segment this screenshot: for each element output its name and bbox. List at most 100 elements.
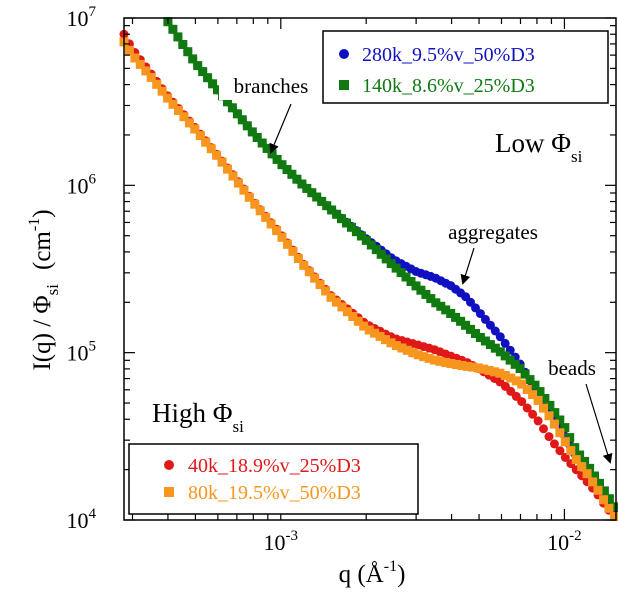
data-point	[560, 452, 570, 462]
data-point	[232, 109, 242, 119]
group-label-high-main: High Φ	[152, 398, 233, 428]
legend-label-280k: 280k_9.5%v_50%D3	[362, 44, 535, 66]
data-point	[266, 219, 276, 229]
data-point	[456, 316, 466, 326]
y-axis-label-main: I(q) / Φ	[29, 295, 56, 370]
data-point	[599, 495, 608, 505]
data-point	[282, 165, 292, 174]
data-point	[510, 359, 520, 369]
axis-ticks	[124, 17, 616, 521]
data-point	[457, 361, 467, 370]
data-point	[371, 245, 381, 255]
x-tick-label-base: 10	[547, 530, 569, 555]
data-point	[353, 316, 363, 326]
data-point	[348, 312, 358, 321]
data-point	[485, 340, 495, 350]
data-point	[446, 309, 456, 318]
x-tick-label: 10-3	[264, 528, 299, 555]
data-point	[391, 263, 401, 273]
data-point	[550, 408, 560, 418]
data-point	[419, 352, 429, 362]
data-point	[517, 397, 527, 407]
data-point	[188, 54, 198, 64]
data-point	[505, 355, 515, 365]
data-point	[575, 450, 585, 460]
annotation-beads-arrow	[585, 383, 613, 464]
data-point	[535, 387, 545, 397]
data-point	[212, 150, 222, 160]
data-point	[168, 24, 178, 34]
data-point	[466, 324, 475, 334]
data-point	[317, 196, 327, 206]
data-point	[435, 356, 445, 366]
y-tick-label: 105	[67, 339, 97, 366]
data-point	[522, 403, 532, 413]
data-point	[528, 409, 538, 419]
data-point	[495, 347, 505, 357]
data-point	[495, 368, 505, 378]
data-point	[356, 231, 366, 241]
data-point	[168, 99, 178, 109]
data-point	[351, 227, 361, 237]
data-point	[277, 232, 287, 242]
data-point	[593, 485, 603, 495]
data-point	[436, 301, 446, 311]
data-point	[206, 144, 216, 154]
data-point	[337, 302, 347, 312]
data-point	[473, 363, 483, 373]
data-point	[228, 171, 238, 181]
data-point	[500, 351, 510, 361]
y-tick-label-base: 10	[67, 173, 89, 198]
data-point	[174, 106, 183, 115]
series-1	[163, 17, 618, 512]
y-tick-label: 104	[67, 506, 97, 533]
data-point	[539, 403, 548, 413]
plot-frame	[123, 17, 617, 521]
y-tick-label-exp: 7	[89, 4, 97, 20]
annotation-beads-text: beads	[548, 356, 596, 380]
data-point	[421, 289, 431, 299]
data-point	[479, 364, 489, 374]
data-point	[585, 463, 595, 473]
data-point	[590, 471, 599, 481]
data-point	[539, 424, 548, 434]
data-point	[242, 121, 252, 131]
data-point	[178, 40, 188, 49]
y-tick-label-base: 10	[67, 341, 89, 366]
data-point	[490, 343, 500, 353]
data-point	[401, 272, 411, 282]
data-point	[609, 512, 618, 521]
data-point	[471, 329, 480, 338]
data-point	[272, 154, 282, 164]
legend-top-right-box	[322, 30, 609, 104]
data-point	[250, 199, 260, 209]
legend-marker-40k	[164, 460, 174, 470]
data-point	[555, 446, 565, 456]
data-point	[322, 201, 332, 211]
data-point	[490, 367, 499, 377]
data-point	[359, 321, 369, 331]
legend-marker-280k	[339, 49, 349, 59]
data-point	[580, 456, 590, 466]
data-point	[283, 239, 292, 249]
data-point	[555, 415, 565, 425]
data-point	[135, 59, 145, 69]
data-point	[595, 478, 604, 488]
data-point	[506, 373, 516, 383]
data-point	[397, 343, 407, 353]
x-tick-label: 10-2	[547, 528, 582, 555]
y-tick-label-base: 10	[67, 6, 89, 31]
data-point	[326, 292, 336, 302]
data-point	[321, 286, 331, 296]
group-label-high-sub: si	[233, 417, 245, 436]
data-point	[441, 305, 451, 315]
data-point	[179, 112, 189, 122]
data-point	[461, 320, 471, 330]
y-tick-label: 107	[67, 4, 97, 31]
x-axis-label-main: q (Å	[339, 561, 384, 588]
data-point	[124, 45, 134, 55]
data-point	[533, 416, 543, 426]
group-label-low-sub: si	[571, 147, 583, 166]
data-point	[560, 437, 570, 447]
